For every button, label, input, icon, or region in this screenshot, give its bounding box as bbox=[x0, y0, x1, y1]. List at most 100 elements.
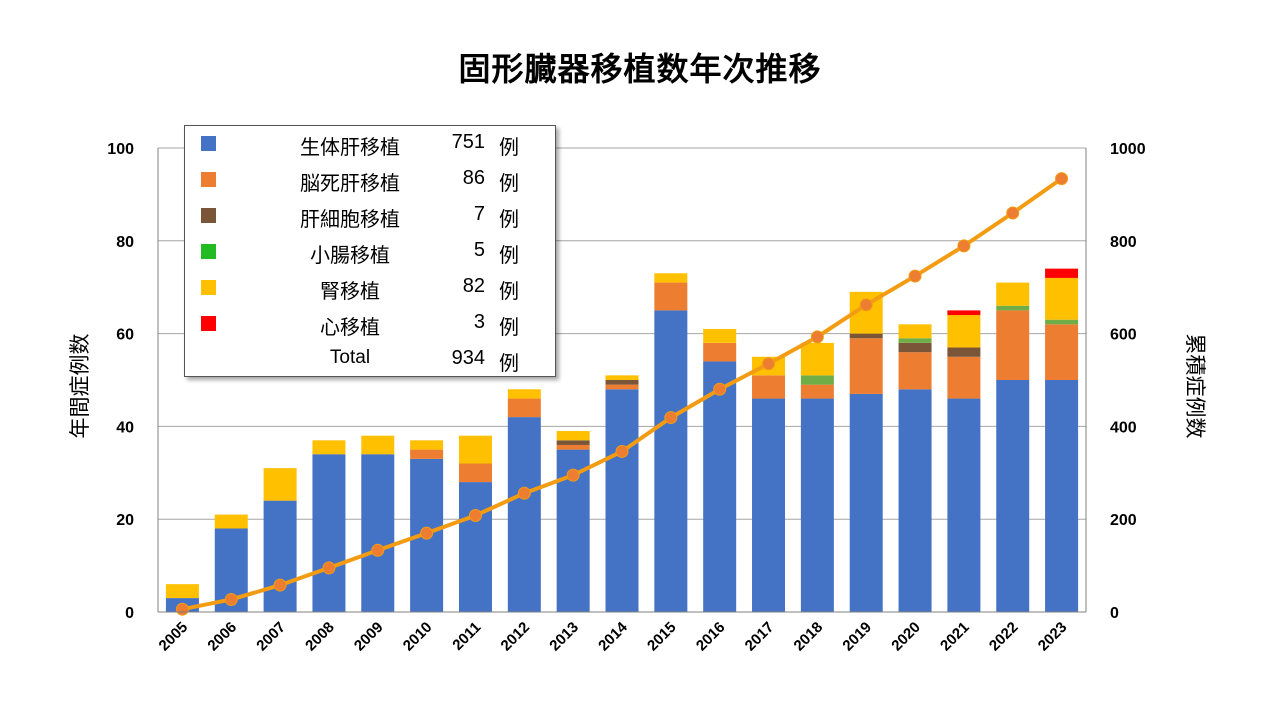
bar-segment bbox=[654, 310, 688, 612]
x-tick-label: 2014 bbox=[595, 618, 631, 654]
legend-count: 751 bbox=[451, 131, 485, 153]
right-tick-label: 0 bbox=[1110, 605, 1119, 622]
x-tick-label: 2012 bbox=[498, 619, 534, 655]
bar-segment bbox=[507, 398, 541, 418]
bar-segment bbox=[898, 389, 932, 612]
legend-label: 生体肝移植 bbox=[300, 135, 400, 159]
bar-segment bbox=[556, 444, 590, 450]
legend-unit: 例 bbox=[499, 243, 519, 267]
right-tick-label: 400 bbox=[1110, 419, 1137, 436]
x-tick-label: 2020 bbox=[888, 619, 924, 655]
legend-unit: 例 bbox=[499, 207, 519, 231]
left-tick-label: 60 bbox=[116, 327, 134, 344]
right-tick-label: 600 bbox=[1110, 327, 1137, 344]
left-tick-label: 20 bbox=[116, 512, 134, 529]
bar-segment bbox=[996, 305, 1030, 311]
legend-entry: 腎移植 82 例 bbox=[185, 270, 555, 306]
cumulative-point bbox=[908, 269, 922, 283]
legend-entry: 肝細胞移植 7 例 bbox=[185, 198, 555, 234]
x-tick-label: 2007 bbox=[253, 619, 289, 655]
right-tick-label: 200 bbox=[1110, 512, 1137, 529]
legend-entry: 小腸移植 5 例 bbox=[185, 234, 555, 270]
legend-entry: 脳死肝移植 86 例 bbox=[185, 162, 555, 198]
x-tick-label: 2009 bbox=[351, 619, 387, 655]
bar-segment bbox=[458, 463, 492, 483]
bar-segment bbox=[165, 584, 199, 599]
right-tick-label: 1000 bbox=[1110, 141, 1146, 158]
x-tick-label: 2008 bbox=[302, 619, 338, 655]
bar-segment bbox=[507, 389, 541, 399]
x-tick-label: 2013 bbox=[546, 619, 582, 655]
legend-count: 3 bbox=[473, 311, 485, 333]
bar-segment bbox=[898, 342, 932, 353]
axes bbox=[157, 148, 1087, 613]
bar-segment bbox=[1045, 380, 1079, 612]
bar-segment bbox=[849, 338, 883, 394]
bar-segment bbox=[361, 454, 395, 612]
x-tick-label: 2022 bbox=[986, 619, 1022, 655]
x-tick-label: 2010 bbox=[400, 619, 436, 655]
left-axis-ticks: 0 20 40 60 80 100 bbox=[107, 141, 134, 622]
cumulative-point bbox=[859, 298, 873, 312]
bar-segment bbox=[947, 356, 981, 399]
bar-segment bbox=[312, 440, 346, 455]
bar-segment bbox=[507, 417, 541, 612]
cumulative-point bbox=[175, 602, 189, 616]
x-tick-label: 2019 bbox=[839, 619, 875, 655]
cumulative-point bbox=[615, 444, 629, 458]
x-tick-label: 2005 bbox=[156, 619, 192, 655]
legend-count: 7 bbox=[473, 203, 485, 225]
x-tick-label: 2011 bbox=[449, 619, 484, 654]
legend-label: Total bbox=[329, 347, 371, 368]
bar-segment bbox=[996, 282, 1030, 306]
legend-label: 小腸移植 bbox=[310, 243, 390, 267]
cumulative-point bbox=[322, 561, 336, 575]
cumulative-line bbox=[175, 172, 1069, 616]
legend-count: 934 bbox=[451, 347, 485, 369]
bar-segment bbox=[605, 380, 639, 385]
cumulative-point bbox=[810, 330, 824, 344]
x-tick-label: 2016 bbox=[693, 619, 729, 655]
cumulative-point bbox=[566, 468, 580, 482]
legend-label: 腎移植 bbox=[320, 279, 380, 303]
right-tick-label: 800 bbox=[1110, 234, 1137, 251]
legend-swatch bbox=[201, 208, 216, 223]
bar-segment bbox=[703, 361, 737, 612]
cumulative-point bbox=[1006, 206, 1020, 220]
bar-segment bbox=[1045, 324, 1079, 380]
bar-segment bbox=[898, 352, 932, 390]
bar-segment bbox=[1045, 319, 1079, 325]
left-tick-label: 0 bbox=[125, 605, 134, 622]
legend-label: 脳死肝移植 bbox=[300, 171, 400, 195]
bar-segment bbox=[800, 375, 834, 385]
cumulative-point bbox=[957, 239, 971, 253]
chart-title: 固形臓器移植数年次推移 bbox=[458, 50, 822, 88]
bar-segment bbox=[361, 435, 395, 455]
left-tick-label: 100 bbox=[107, 141, 134, 158]
left-tick-label: 80 bbox=[116, 234, 134, 251]
bar-segment bbox=[556, 440, 590, 445]
legend-label: 心移植 bbox=[320, 315, 380, 339]
x-tick-label: 2017 bbox=[742, 619, 778, 655]
bar-segment bbox=[312, 454, 346, 612]
legend: 生体肝移植 751 例 脳死肝移植 86 例肝細胞移植 7 例小腸移植 5 例腎移植 82 例心移植 3… bbox=[184, 125, 556, 377]
bar-segment bbox=[410, 449, 444, 459]
bar-segment bbox=[800, 342, 834, 376]
legend-entry: 生体肝移植 751 例 bbox=[185, 126, 555, 162]
bar-segment bbox=[800, 398, 834, 612]
bar-segment bbox=[458, 482, 492, 612]
bar-segment bbox=[605, 384, 639, 390]
bar-segment bbox=[996, 380, 1030, 612]
bar-segment bbox=[458, 435, 492, 464]
bar-segment bbox=[556, 431, 590, 441]
cumulative-point bbox=[1055, 172, 1069, 186]
bar-segment bbox=[605, 389, 639, 612]
bar-segment bbox=[263, 468, 297, 501]
bar-segment bbox=[898, 338, 932, 343]
cumulative-point bbox=[713, 382, 727, 396]
legend-count: 82 bbox=[462, 275, 485, 297]
legend-label: 肝細胞移植 bbox=[300, 207, 400, 231]
cumulative-point bbox=[468, 508, 482, 522]
bar-segment bbox=[752, 398, 786, 612]
legend-count: 5 bbox=[473, 239, 485, 261]
